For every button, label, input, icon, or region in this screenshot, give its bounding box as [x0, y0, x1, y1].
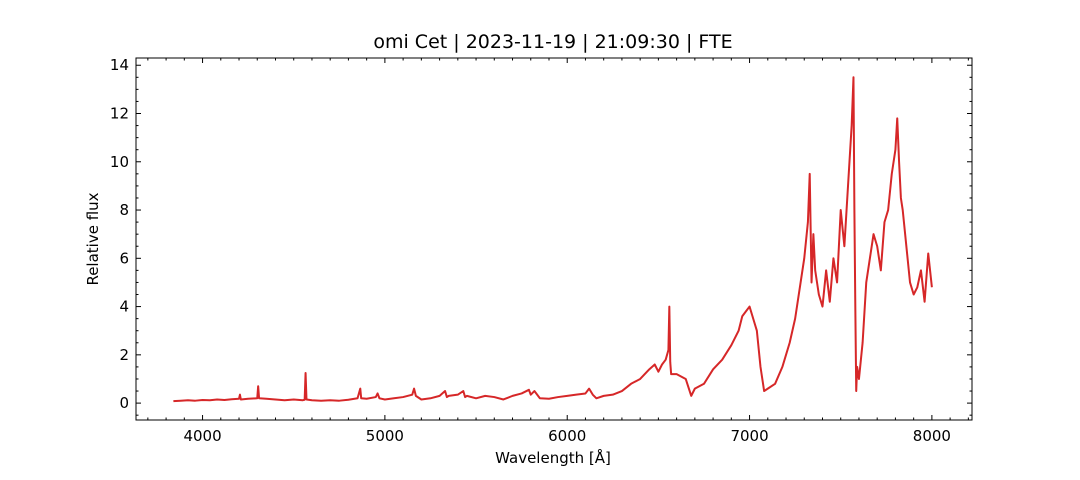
x-tick-label: 4000 [183, 427, 221, 445]
y-axis: 0 2 4 6 8 10 12 14 [110, 56, 972, 416]
y-tick-label: 12 [110, 105, 129, 123]
plot-area [173, 76, 933, 403]
y-tick-label: 2 [119, 346, 129, 364]
chart-title: omi Cet | 2023-11-19 | 21:09:30 | FTE [373, 31, 732, 53]
plot-frame [135, 57, 973, 421]
y-tick-label: 6 [119, 249, 129, 267]
series-line [173, 76, 933, 403]
y-tick-label: 0 [119, 394, 129, 412]
x-tick-label: 5000 [366, 427, 404, 445]
y-tick-label: 4 [119, 298, 129, 316]
y-tick-label: 10 [110, 153, 129, 171]
x-tick-label: 6000 [548, 427, 586, 445]
x-tick-label: 7000 [730, 427, 768, 445]
y-tick-label: 14 [110, 56, 129, 74]
x-tick-label: 8000 [913, 427, 951, 445]
x-axis: 4000 5000 6000 7000 8000 [147, 58, 969, 445]
x-axis-label: Wavelength [Å] [495, 448, 611, 467]
y-axis-label: Relative flux [84, 192, 102, 285]
y-tick-label: 8 [119, 201, 129, 219]
